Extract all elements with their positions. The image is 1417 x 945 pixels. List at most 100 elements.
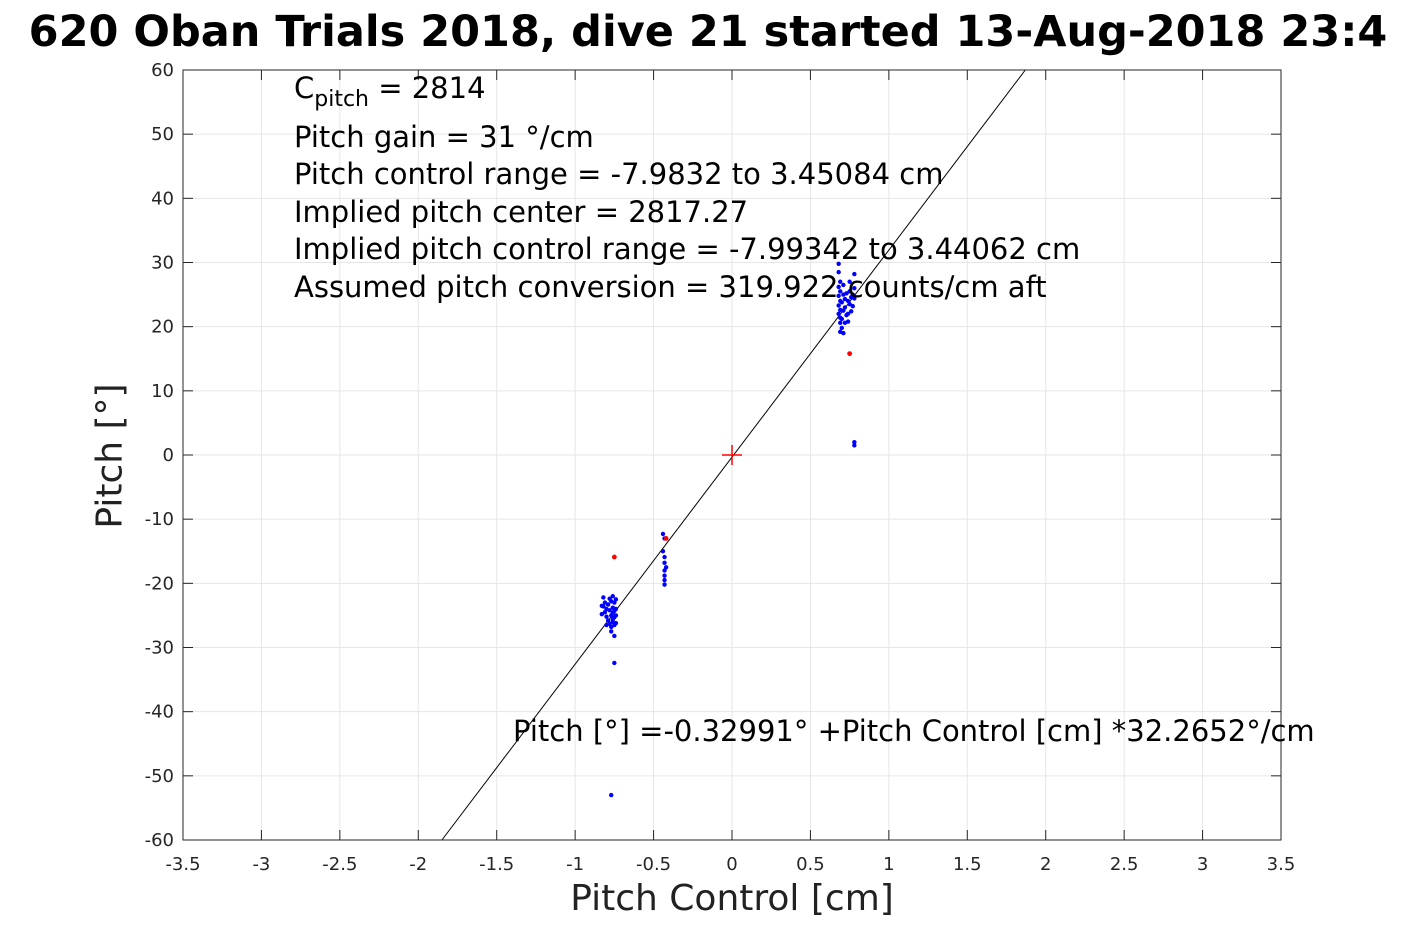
blue-data-point bbox=[662, 560, 667, 565]
blue-data-point bbox=[847, 279, 852, 284]
blue-data-point bbox=[613, 597, 619, 602]
blue-data-point bbox=[836, 311, 841, 317]
annotation-gain: Pitch gain = 31 °/cm bbox=[294, 120, 594, 154]
blue-data-point bbox=[852, 439, 857, 445]
red-data-point bbox=[611, 554, 617, 560]
red-data-point bbox=[663, 536, 669, 541]
blue-data-point bbox=[662, 582, 667, 587]
blue-data-point bbox=[599, 603, 605, 608]
y-tick-label: -50 bbox=[145, 766, 174, 787]
blue-data-point bbox=[841, 330, 846, 336]
blue-data-point bbox=[836, 261, 841, 266]
c-pitch-subscript: pitch bbox=[314, 87, 369, 112]
blue-data-point bbox=[609, 792, 614, 798]
blue-data-point bbox=[850, 292, 855, 297]
y-tick-label: -40 bbox=[145, 702, 174, 723]
annotation-conversion: Assumed pitch conversion = 319.922 count… bbox=[294, 270, 1047, 304]
x-tick-label: 2 bbox=[1040, 854, 1051, 875]
blue-data-point bbox=[852, 285, 857, 291]
blue-data-point bbox=[662, 573, 667, 578]
x-tick-label: -3.5 bbox=[165, 854, 200, 875]
blue-data-point bbox=[852, 443, 857, 448]
blue-data-point bbox=[849, 309, 854, 314]
blue-data-point bbox=[852, 296, 857, 301]
blue-data-point bbox=[609, 629, 614, 634]
blue-data-point bbox=[604, 622, 609, 628]
c-pitch-value: = 2814 bbox=[369, 71, 486, 105]
x-tick-labels: -3.5 -3 -2.5 -2 -1.5 -1 -0.5 0 0.5 1 1.5 2 2.5 3 3.5 bbox=[165, 854, 1295, 875]
y-tick-label: 40 bbox=[151, 188, 174, 209]
blue-data-point bbox=[605, 602, 611, 607]
y-tick-label: 60 bbox=[151, 60, 174, 81]
y-tick-label: -60 bbox=[145, 830, 174, 851]
blue-data-point bbox=[660, 531, 666, 537]
y-tick-label: -10 bbox=[145, 509, 174, 530]
blue-data-point bbox=[847, 289, 852, 294]
x-tick-label: -3 bbox=[252, 854, 270, 875]
x-tick-label: 3 bbox=[1197, 854, 1208, 875]
grid-lines bbox=[182, 69, 1282, 841]
red-data-point bbox=[847, 351, 853, 357]
x-tick-label: -2 bbox=[409, 854, 427, 875]
annotation-implied-center: Implied pitch center = 2817.27 bbox=[294, 195, 749, 229]
annotation-implied-range: Implied pitch control range = -7.99342 t… bbox=[294, 232, 1081, 266]
data-points bbox=[599, 261, 857, 798]
x-tick-label: 0.5 bbox=[796, 854, 825, 875]
blue-data-point bbox=[663, 565, 669, 570]
blue-data-point bbox=[662, 554, 667, 560]
x-tick-label: -2.5 bbox=[322, 854, 357, 875]
blue-data-point bbox=[845, 319, 851, 324]
blue-data-point bbox=[601, 595, 606, 600]
annotation-c-pitch: Cpitch = 2814 bbox=[294, 70, 486, 111]
y-tick-label: -30 bbox=[145, 638, 174, 659]
blue-data-point bbox=[612, 660, 617, 666]
blue-data-point bbox=[838, 289, 843, 294]
y-tick-label: -20 bbox=[145, 573, 174, 594]
blue-data-point bbox=[838, 320, 843, 326]
blue-data-point bbox=[841, 282, 846, 288]
blue-data-point bbox=[607, 596, 612, 601]
y-axis-label: Pitch [°] bbox=[89, 383, 131, 529]
blue-data-point bbox=[612, 633, 617, 639]
blue-data-point bbox=[599, 611, 605, 617]
y-tick-label: 30 bbox=[151, 253, 174, 274]
blue-data-point bbox=[613, 613, 619, 618]
x-tick-label: -1 bbox=[566, 854, 584, 875]
blue-data-point bbox=[839, 325, 844, 331]
x-tick-label: 2.5 bbox=[1110, 854, 1139, 875]
blue-data-point bbox=[839, 300, 844, 305]
blue-data-point bbox=[613, 620, 619, 626]
x-tick-label: -0.5 bbox=[636, 854, 671, 875]
y-tick-label: 20 bbox=[151, 317, 174, 338]
blue-data-point bbox=[604, 614, 609, 619]
blue-data-point bbox=[613, 606, 619, 612]
x-tick-label: 1 bbox=[883, 854, 894, 875]
fit-equation: Pitch [°] =-0.32991° +Pitch Control [cm]… bbox=[513, 714, 1315, 748]
blue-data-point bbox=[838, 279, 843, 284]
y-tick-label: 10 bbox=[151, 381, 174, 402]
blue-data-point bbox=[836, 303, 841, 308]
plot-area-border bbox=[182, 69, 1282, 841]
x-tick-label: 0 bbox=[726, 854, 737, 875]
blue-data-point bbox=[607, 608, 612, 613]
blue-data-point bbox=[836, 293, 841, 299]
y-tick-label: 50 bbox=[151, 124, 174, 145]
blue-data-point bbox=[842, 305, 848, 310]
blue-data-point bbox=[660, 549, 666, 554]
y-tick-labels: -60 -50 -40 -30 -20 -10 0 10 20 30 40 50 60 bbox=[145, 60, 174, 851]
annotation-control-range: Pitch control range = -7.9832 to 3.45084… bbox=[294, 157, 944, 191]
x-tick-label: -1.5 bbox=[479, 854, 514, 875]
blue-data-point bbox=[845, 311, 851, 317]
center-marker-group bbox=[722, 445, 742, 465]
x-tick-label: 3.5 bbox=[1267, 854, 1296, 875]
blue-data-point bbox=[850, 303, 855, 309]
c-pitch-symbol: C bbox=[294, 71, 315, 105]
blue-data-point bbox=[836, 269, 841, 275]
blue-data-point bbox=[662, 577, 667, 583]
x-tick-label: 1.5 bbox=[953, 854, 982, 875]
blue-data-point bbox=[610, 593, 615, 599]
x-axis-label: Pitch Control [cm] bbox=[570, 878, 894, 919]
blue-data-point bbox=[852, 271, 857, 277]
blue-data-point bbox=[836, 284, 841, 290]
